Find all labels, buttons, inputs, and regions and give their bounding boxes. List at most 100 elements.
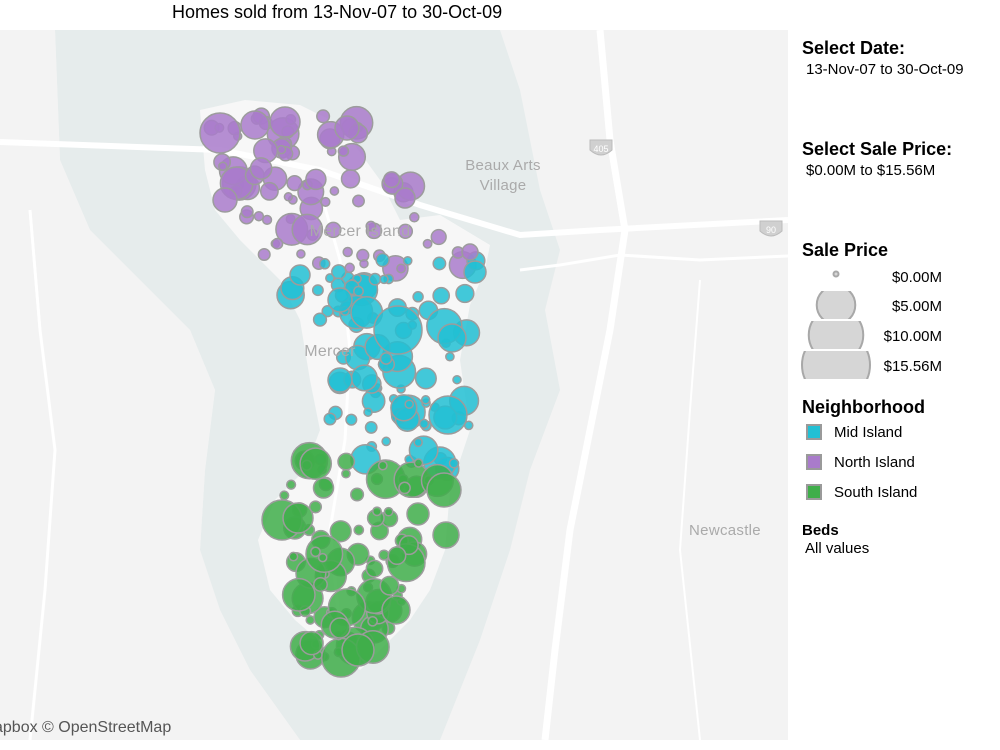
- home-sale-marker[interactable]: [363, 407, 373, 417]
- home-sale-marker[interactable]: [327, 287, 353, 313]
- home-sale-marker[interactable]: [428, 395, 468, 435]
- home-sale-marker[interactable]: [341, 633, 375, 667]
- home-sale-marker[interactable]: [455, 283, 475, 304]
- home-sale-marker[interactable]: [269, 106, 301, 138]
- home-sale-marker[interactable]: [394, 187, 416, 209]
- home-sale-marker[interactable]: [312, 477, 335, 499]
- home-sale-marker[interactable]: [430, 228, 447, 246]
- date-filter-value[interactable]: 13-Nov-07 to 30-Oct-09: [806, 61, 964, 78]
- home-sale-marker[interactable]: [422, 238, 433, 249]
- home-sale-marker[interactable]: [408, 435, 439, 466]
- home-sale-marker[interactable]: [404, 399, 414, 409]
- home-sale-marker[interactable]: [365, 220, 377, 232]
- home-sale-marker[interactable]: [323, 412, 337, 426]
- home-sale-marker[interactable]: [288, 551, 299, 562]
- beds-filter[interactable]: Beds All values: [802, 522, 992, 557]
- home-sale-marker[interactable]: [257, 247, 271, 262]
- home-sale-marker[interactable]: [253, 210, 265, 222]
- home-sale-marker[interactable]: [379, 274, 389, 285]
- home-sale-marker[interactable]: [432, 286, 451, 305]
- home-sale-marker[interactable]: [285, 479, 297, 490]
- home-sale-marker[interactable]: [432, 521, 460, 549]
- home-sale-marker[interactable]: [212, 187, 238, 213]
- home-sale-marker[interactable]: [365, 559, 384, 578]
- home-sale-marker[interactable]: [316, 109, 331, 124]
- home-sale-marker[interactable]: [359, 258, 369, 269]
- home-sale-marker[interactable]: [279, 490, 290, 501]
- home-sale-marker[interactable]: [413, 458, 424, 468]
- home-sale-marker[interactable]: [398, 481, 411, 495]
- home-sale-marker[interactable]: [276, 144, 287, 155]
- home-sale-marker[interactable]: [397, 223, 414, 239]
- home-sale-marker[interactable]: [240, 205, 254, 219]
- home-sale-marker[interactable]: [413, 437, 423, 448]
- home-sale-marker[interactable]: [312, 312, 328, 327]
- home-sale-marker[interactable]: [341, 468, 351, 479]
- home-sale-marker[interactable]: [381, 436, 392, 447]
- home-sale-marker[interactable]: [353, 285, 364, 297]
- price-filter-value[interactable]: $0.00M to $15.56M: [806, 162, 936, 179]
- map-canvas[interactable]: 405 90: [0, 30, 788, 740]
- home-sale-marker[interactable]: [308, 500, 323, 514]
- home-sale-marker[interactable]: [329, 186, 340, 196]
- home-sale-marker[interactable]: [259, 181, 279, 201]
- home-sale-marker[interactable]: [329, 617, 351, 639]
- home-sale-marker[interactable]: [379, 575, 400, 596]
- map-view[interactable]: 405 90 Beaux Arts Village Mercer Island …: [0, 30, 788, 740]
- home-sale-marker[interactable]: [305, 615, 316, 625]
- home-sale-marker[interactable]: [325, 221, 342, 239]
- home-sale-marker[interactable]: [286, 174, 303, 192]
- home-sale-marker[interactable]: [412, 291, 424, 303]
- home-sale-marker[interactable]: [367, 615, 378, 627]
- price-filter[interactable]: Select Sale Price: $0.00M to $15.56M: [802, 139, 992, 179]
- home-sale-marker[interactable]: [373, 305, 423, 355]
- home-sale-marker[interactable]: [463, 260, 487, 284]
- home-sale-marker[interactable]: [311, 284, 324, 297]
- home-sale-marker[interactable]: [452, 374, 462, 385]
- home-sale-marker[interactable]: [387, 546, 407, 566]
- home-sale-marker[interactable]: [337, 452, 356, 471]
- home-sale-marker[interactable]: [375, 252, 390, 268]
- home-sale-marker[interactable]: [390, 394, 418, 422]
- home-sale-marker[interactable]: [305, 168, 327, 191]
- home-sale-marker[interactable]: [368, 272, 382, 286]
- map-attribution[interactable]: apbox © OpenStreetMap: [0, 719, 172, 736]
- home-sale-marker[interactable]: [340, 169, 361, 189]
- home-sale-marker[interactable]: [299, 630, 324, 656]
- home-sale-marker[interactable]: [320, 196, 331, 207]
- home-sale-marker[interactable]: [381, 595, 411, 625]
- home-sale-marker[interactable]: [296, 249, 306, 259]
- home-sale-marker[interactable]: [414, 367, 437, 390]
- home-sale-marker[interactable]: [383, 171, 401, 189]
- beds-filter-value[interactable]: All values: [805, 540, 870, 557]
- home-sale-marker[interactable]: [377, 460, 388, 471]
- home-sale-marker[interactable]: [350, 364, 378, 392]
- home-sale-marker[interactable]: [461, 243, 479, 261]
- home-sale-marker[interactable]: [350, 487, 365, 502]
- home-sale-marker[interactable]: [379, 352, 393, 365]
- date-filter[interactable]: Select Date: 13-Nov-07 to 30-Oct-09: [802, 38, 992, 78]
- home-sale-marker[interactable]: [383, 506, 394, 517]
- home-sale-marker[interactable]: [432, 256, 447, 271]
- home-sale-marker[interactable]: [353, 524, 365, 536]
- home-sale-marker[interactable]: [344, 262, 355, 274]
- home-sale-marker[interactable]: [261, 214, 273, 226]
- home-sale-marker[interactable]: [406, 502, 430, 526]
- home-sale-marker[interactable]: [418, 418, 430, 429]
- home-sale-marker[interactable]: [448, 458, 460, 469]
- home-sale-marker[interactable]: [329, 520, 352, 543]
- home-sale-marker[interactable]: [342, 246, 353, 258]
- home-sale-marker[interactable]: [218, 161, 228, 171]
- home-sale-marker[interactable]: [291, 213, 324, 246]
- home-sale-marker[interactable]: [271, 237, 284, 250]
- home-sale-marker[interactable]: [289, 264, 311, 286]
- home-sale-marker[interactable]: [445, 351, 455, 362]
- home-sale-marker[interactable]: [352, 194, 365, 208]
- home-sale-marker[interactable]: [283, 192, 294, 202]
- home-sale-marker[interactable]: [345, 413, 358, 426]
- home-sale-marker[interactable]: [337, 145, 350, 157]
- home-sale-marker[interactable]: [331, 264, 347, 280]
- home-sale-marker[interactable]: [281, 577, 316, 612]
- home-sale-marker[interactable]: [396, 263, 407, 274]
- home-sale-marker[interactable]: [310, 546, 321, 558]
